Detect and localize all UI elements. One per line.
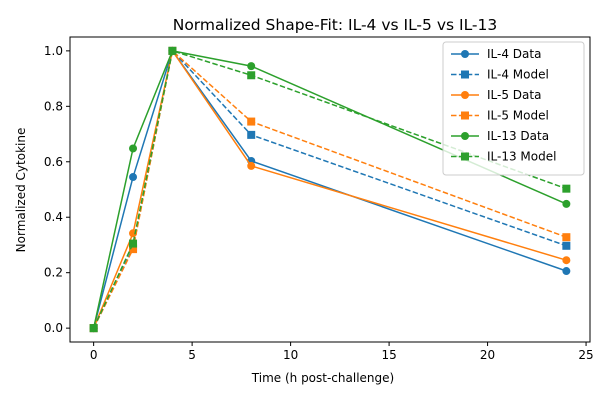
data-point-il-4-data [129, 173, 138, 182]
y-tick-label: 0.0 [44, 321, 63, 335]
legend-marker [461, 111, 469, 120]
data-point-il-5-model [129, 245, 138, 254]
axes-frame [69, 36, 591, 343]
x-tick-label: 25 [578, 348, 593, 362]
x-axis-ticks: 0 5 10 15 20 25 [90, 342, 594, 362]
plot-area [89, 46, 571, 333]
legend-label: IL-5 Data [487, 88, 541, 102]
legend-marker [461, 70, 469, 79]
legend-label: IL-13 Data [487, 129, 549, 143]
x-tick-label: 10 [283, 348, 298, 362]
legend-label: IL-5 Model [487, 109, 549, 123]
x-axis-title: Time (h post-challenge) [251, 371, 394, 385]
series-line-il-5-model [92, 49, 567, 329]
legend-item: IL-13 Model [451, 150, 556, 164]
y-tick-label: 0.4 [44, 210, 63, 224]
legend: IL-4 Data IL-4 Model IL-5 Data IL-5 Model IL… [442, 41, 585, 176]
data-point-il-5-model [562, 233, 571, 242]
legend-item: IL-4 Model [451, 68, 549, 82]
data-point-il-13-model [247, 71, 256, 80]
legend-item: IL-5 Data [451, 88, 541, 102]
data-point-il-13-model [168, 46, 177, 55]
legend-label: IL-4 Data [487, 47, 541, 61]
series-line-il-13-model [92, 49, 567, 329]
legend-label: IL-4 Model [487, 68, 549, 82]
data-point-il-13-data [562, 199, 571, 208]
x-tick-label: 0 [90, 348, 98, 362]
data-point-il-13-data [129, 144, 138, 153]
y-tick-label: 0.6 [44, 155, 63, 169]
y-axis-title: Normalized Cytokine [14, 128, 28, 253]
data-point-il-5-data [562, 256, 571, 265]
x-tick-label: 15 [381, 348, 396, 362]
data-point-il-5-model [247, 117, 256, 126]
legend-item: IL-5 Model [451, 109, 549, 123]
data-point-il-4-model [562, 241, 571, 250]
x-tick-label: 5 [188, 348, 196, 362]
legend-item: IL-13 Data [451, 129, 549, 143]
x-tick-label: 20 [480, 348, 495, 362]
data-point-il-4-data [562, 267, 571, 276]
y-tick-label: 1.0 [44, 44, 63, 58]
legend-marker [461, 152, 469, 161]
data-point-il-13-model [89, 324, 98, 333]
legend-marker [461, 50, 469, 58]
series-il-13-model [89, 46, 571, 333]
y-tick-label: 0.2 [44, 266, 63, 280]
legend-label: IL-13 Model [487, 150, 556, 164]
y-tick-label: 0.8 [44, 99, 63, 113]
data-point-il-5-data [247, 161, 256, 170]
data-point-il-4-model [247, 130, 256, 139]
data-point-il-13-model [129, 239, 138, 248]
data-point-il-13-model [562, 184, 571, 193]
data-point-il-13-data [247, 62, 256, 71]
y-axis-ticks: 0.0 0.2 0.4 0.6 0.8 1.0 [44, 44, 70, 335]
legend-marker [461, 132, 469, 140]
legend-item: IL-4 Data [451, 47, 541, 61]
legend-marker [461, 91, 469, 99]
chart-title: Normalized Shape-Fit: IL-4 vs IL-5 vs IL… [173, 16, 498, 34]
